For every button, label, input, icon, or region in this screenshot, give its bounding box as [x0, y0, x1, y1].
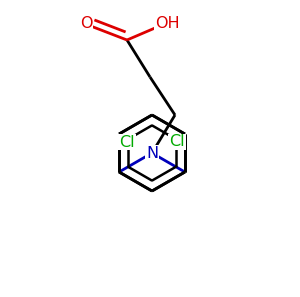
Text: O: O — [80, 17, 92, 31]
Text: OH: OH — [155, 17, 179, 31]
Text: Cl: Cl — [119, 135, 135, 149]
Text: N: N — [146, 146, 158, 160]
Text: Cl: Cl — [169, 135, 185, 149]
